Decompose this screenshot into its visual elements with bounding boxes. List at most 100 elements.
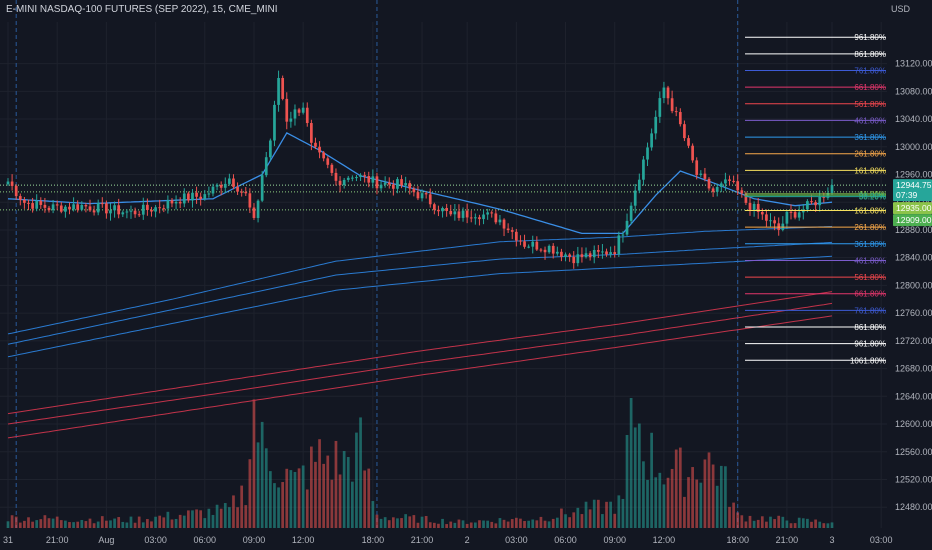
volume-bar: [773, 519, 776, 528]
y-tick-label: 12480.00: [895, 502, 932, 512]
x-tick-label: 06:00: [554, 535, 577, 545]
candle-body: [756, 203, 760, 213]
candle-body: [765, 214, 768, 221]
candle-body: [289, 118, 293, 122]
candle-body: [535, 241, 539, 250]
volume-bar: [43, 515, 47, 528]
fib-level-label: 961.80%: [854, 33, 886, 42]
price-tag-countdown: 07:39: [896, 190, 918, 200]
x-tick-label: 03:00: [505, 535, 528, 545]
candle-body: [269, 140, 272, 158]
candle-body: [523, 241, 526, 247]
currency-label: USD: [890, 4, 910, 14]
candle-body: [125, 211, 129, 213]
candle-body: [666, 87, 670, 99]
volume-bar: [752, 520, 756, 528]
volume-bar: [404, 514, 408, 528]
volume-bar: [383, 517, 387, 528]
candle-body: [346, 177, 350, 180]
candle-body: [736, 181, 740, 191]
volume-bar: [100, 516, 104, 528]
candle-body: [383, 182, 387, 185]
candle-body: [654, 116, 658, 134]
volume-bar: [596, 499, 600, 528]
candle-body: [580, 254, 584, 258]
volume-bar: [363, 470, 367, 528]
candle-body: [551, 245, 555, 254]
volume-bar: [605, 501, 608, 528]
volume-bar: [285, 468, 289, 528]
volume-bar: [240, 485, 244, 528]
candle-body: [305, 107, 309, 124]
volume-bar: [252, 399, 256, 528]
candle-body: [121, 212, 125, 215]
volume-bar: [68, 522, 71, 528]
time-axis[interactable]: 31 21:00 Aug 03:00 06:00 09:00 12:00 18:00 21:00…: [3, 535, 892, 545]
candle-body: [777, 223, 781, 230]
candle-body: [293, 109, 297, 119]
volume-bar: [23, 520, 26, 528]
volume-bar: [707, 452, 711, 528]
candle-body: [621, 234, 625, 236]
volume-bar: [818, 521, 822, 528]
volume-bar: [277, 487, 280, 528]
candle-body: [461, 210, 465, 218]
candle-body: [806, 201, 809, 210]
y-tick-label: 13120.00: [895, 59, 932, 69]
y-tick-label: 12680.00: [895, 364, 932, 374]
volume-bar: [105, 520, 108, 528]
volume-bar: [650, 432, 653, 528]
volume-bar: [539, 516, 543, 528]
candle-body: [244, 191, 248, 194]
volume-bar: [351, 481, 354, 528]
candle-body: [445, 208, 448, 212]
ma-line-blue-mid: [7, 241, 833, 345]
volume-bar: [560, 508, 563, 528]
volume-bar: [613, 513, 617, 528]
candle-body: [683, 124, 686, 139]
volume-bar: [310, 446, 313, 528]
candle-body: [670, 98, 674, 112]
volume-bar: [510, 519, 514, 528]
volume-bar: [658, 472, 662, 528]
fib-level-label: 661.80%: [854, 290, 886, 299]
volume-bar: [486, 520, 489, 528]
volume-bar: [228, 507, 231, 528]
volume-bar: [59, 520, 63, 528]
fib-level-label: 261.80%: [854, 150, 886, 159]
volume-bar: [564, 514, 567, 528]
candle-body: [605, 251, 608, 255]
candle-body: [404, 183, 408, 186]
volume-bar: [396, 518, 399, 528]
volume-bar: [814, 519, 817, 528]
volume-bar: [133, 522, 137, 528]
volume-bar: [27, 517, 30, 528]
candles: [6, 70, 834, 269]
candle-body: [592, 250, 596, 258]
volume-bar: [674, 449, 678, 528]
candle-body: [465, 210, 469, 218]
volume-bar: [244, 505, 248, 528]
candle-body: [637, 179, 641, 191]
volume-bar: [412, 515, 416, 528]
volume-bar: [506, 521, 510, 528]
price-axis[interactable]: 13120.00 13080.00 13040.00 13000.00 12960.00…: [895, 59, 932, 513]
volume-bar: [785, 520, 789, 528]
candle-body: [76, 204, 80, 210]
volume-bar: [223, 503, 227, 528]
candle-body: [564, 254, 567, 257]
volume-bar: [588, 509, 592, 528]
ma-line-red-upper: [7, 291, 833, 415]
volume-bar: [117, 517, 121, 528]
grid: [0, 22, 887, 528]
volume-bar: [498, 518, 502, 528]
volume-bar: [715, 485, 719, 528]
volume-bar: [203, 518, 207, 528]
y-tick-label: 12720.00: [895, 336, 932, 346]
candle-body: [514, 231, 518, 241]
volume-bar: [420, 516, 424, 528]
moving-averages: [7, 132, 833, 439]
candle-body: [387, 182, 391, 185]
volume-bar: [547, 521, 551, 528]
